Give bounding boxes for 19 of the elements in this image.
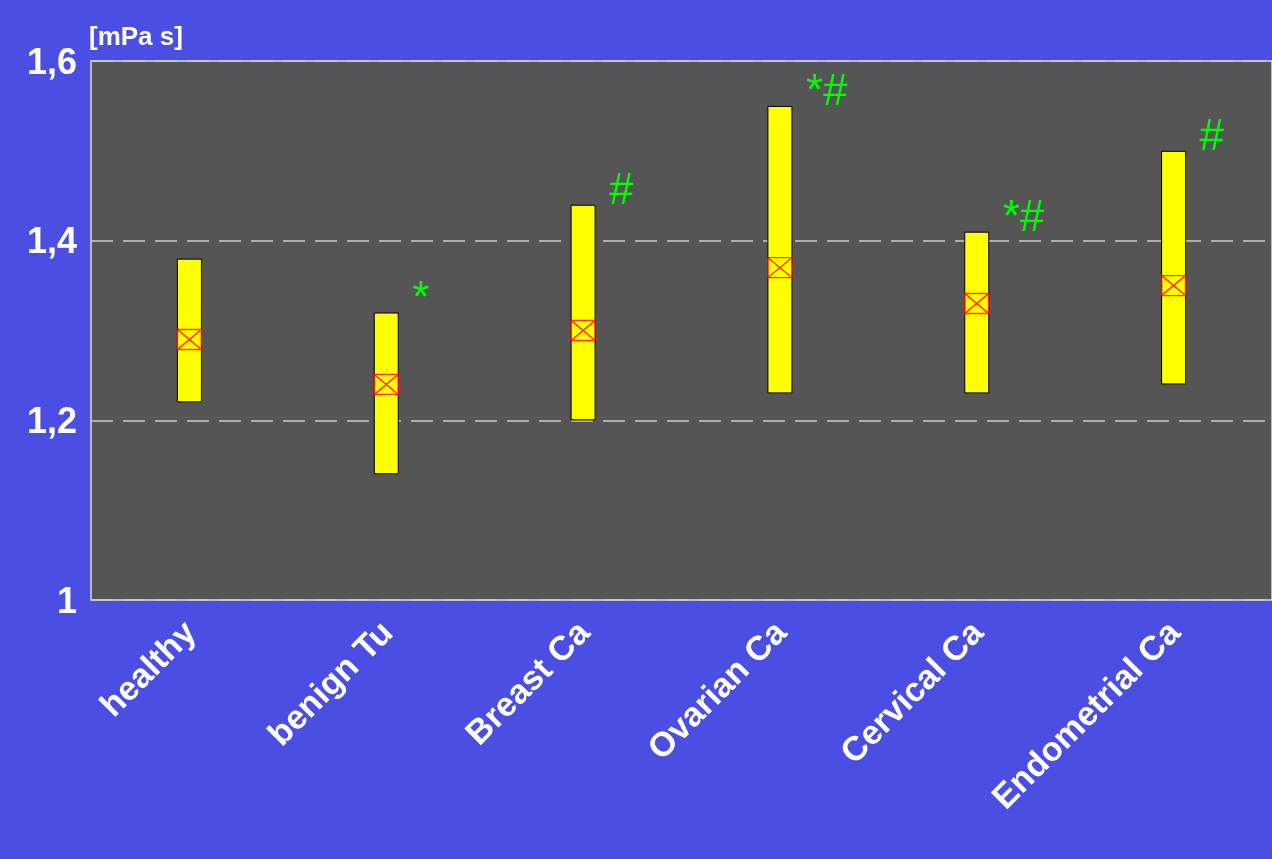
y-tick-label: 1,2 <box>26 399 77 441</box>
bar <box>570 204 596 421</box>
y-tick-label: 1 <box>56 579 77 621</box>
annotation: * <box>412 272 430 322</box>
y-axis-title: [mPa s] <box>89 21 183 51</box>
point <box>373 373 399 396</box>
point <box>964 292 990 315</box>
annotation: *# <box>805 65 849 115</box>
annotation: # <box>609 164 635 214</box>
bar <box>767 105 793 394</box>
annotation: *# <box>1002 191 1045 241</box>
point <box>570 319 596 342</box>
bar <box>964 231 990 394</box>
point <box>767 256 793 279</box>
bar <box>373 312 399 475</box>
bar <box>1161 150 1187 385</box>
y-tick-label: 1,4 <box>26 220 77 262</box>
annotation: # <box>1199 110 1225 160</box>
y-tick-label: 1,6 <box>26 40 77 82</box>
